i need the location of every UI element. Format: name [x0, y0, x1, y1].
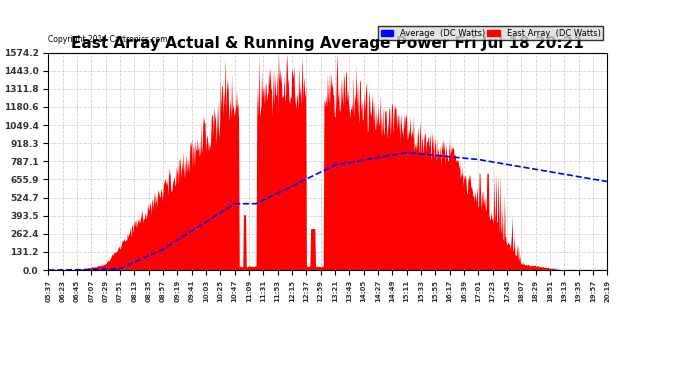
Text: Copyright 2014 Cartronics.com: Copyright 2014 Cartronics.com — [48, 35, 168, 44]
Legend: Average  (DC Watts), East Array  (DC Watts): Average (DC Watts), East Array (DC Watts… — [378, 26, 603, 40]
Title: East Array Actual & Running Average Power Fri Jul 18 20:21: East Array Actual & Running Average Powe… — [71, 36, 584, 51]
